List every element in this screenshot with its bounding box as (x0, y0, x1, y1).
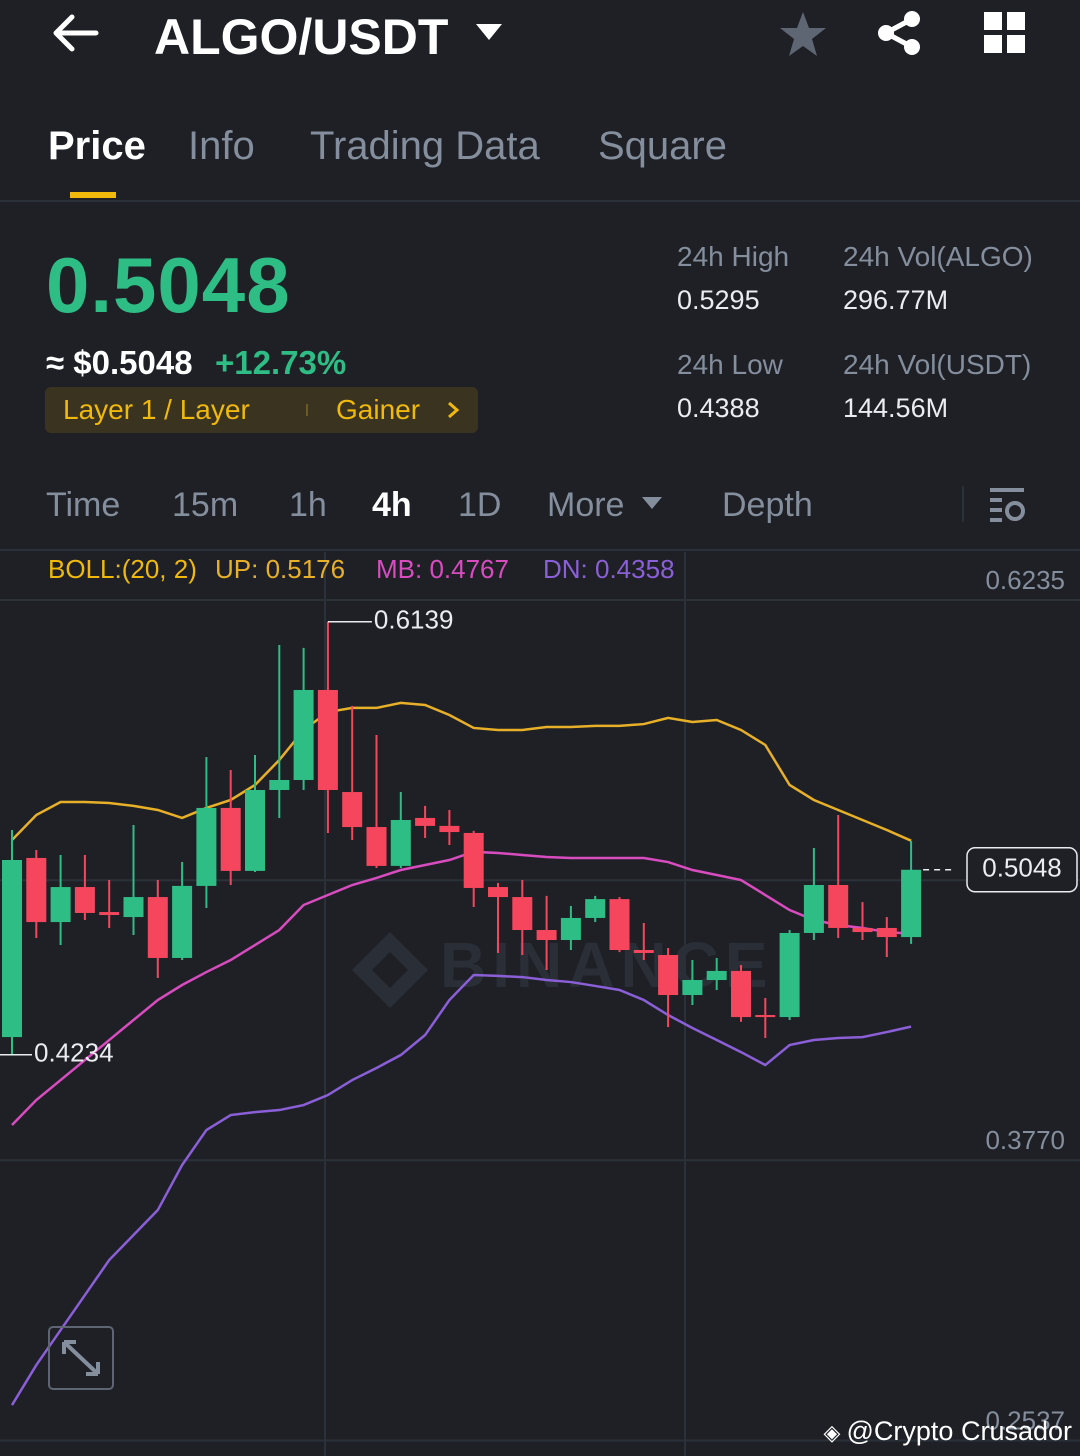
candle-body (123, 897, 144, 918)
boll-line (10, 973, 912, 1406)
divider (0, 549, 1080, 551)
candle-body (488, 887, 508, 898)
y-tick-label: 0.2537 (985, 1405, 1065, 1435)
indicator-label: BOLL:(20, 2) (48, 554, 197, 584)
candle-body (172, 885, 193, 958)
candle-body (828, 885, 849, 928)
candle-body (366, 827, 387, 866)
credit: ◈ @Crypto Crusador (823, 1416, 1072, 1447)
legend-entry: MB: 0.4767 (376, 554, 509, 584)
tag[interactable]: Gainer (336, 394, 421, 425)
candle-body (245, 789, 265, 871)
credit-text: @Crypto Crusador (846, 1416, 1072, 1446)
stat-label: 24h Vol(ALGO) (843, 241, 1033, 272)
grid-icon[interactable] (984, 12, 1026, 54)
candle-body (293, 689, 314, 780)
tab[interactable]: Trading Data (310, 124, 540, 168)
candle-body (390, 819, 411, 866)
candle-body (342, 792, 363, 828)
stat-value: 0.4388 (677, 393, 760, 423)
pair-dropdown[interactable] (474, 22, 504, 42)
candle-body (147, 897, 168, 958)
candle-body (682, 980, 703, 996)
tag-box[interactable] (45, 387, 478, 433)
candle-body (706, 970, 727, 981)
candle-body (536, 930, 557, 941)
tab[interactable]: Price (48, 124, 146, 168)
candle-body (658, 955, 679, 996)
chart: BINANCE0.62350.50020.37700.2537BOLL:(20,… (0, 552, 1080, 1456)
min-label: 0.4234 (34, 1038, 114, 1068)
candle-body (803, 885, 824, 933)
tab[interactable]: Info (188, 124, 255, 168)
price-change: +12.73% (215, 344, 347, 381)
candle-body (755, 1015, 776, 1018)
candle-body (731, 970, 751, 1018)
divider (0, 200, 1080, 202)
candle-body (633, 950, 654, 953)
y-tick-label: 0.6235 (985, 565, 1065, 595)
candle-body (74, 887, 95, 913)
interval-tab[interactable]: 15m (172, 486, 239, 524)
stat-label: 24h High (677, 241, 790, 272)
chart-settings-icon[interactable] (988, 486, 1028, 524)
candle-body (779, 932, 800, 1018)
watermark-logo (352, 932, 428, 1008)
tab[interactable]: Square (598, 124, 727, 168)
stat-label: 24h Low (677, 349, 783, 380)
candle-body (26, 857, 47, 923)
candle-body (901, 869, 922, 938)
candle-body (609, 899, 630, 951)
more-caret (642, 497, 662, 509)
candle-body (512, 897, 533, 931)
tag[interactable]: Layer 1 / Layer (63, 394, 250, 425)
legend-entry: DN: 0.4358 (543, 554, 675, 584)
stat-value: 0.5295 (677, 285, 760, 315)
stat-label: 24h Vol(USDT) (843, 349, 1032, 380)
candle-body (852, 927, 873, 933)
candle-body (876, 927, 897, 938)
candle-body (415, 817, 436, 826)
candle-body (269, 779, 290, 790)
tag-separator (306, 404, 308, 416)
candle-body (196, 807, 217, 886)
legend-entry: UP: 0.5176 (215, 554, 345, 584)
candle-body (560, 917, 581, 941)
candle-body (50, 887, 71, 923)
favorite-icon[interactable] (778, 10, 828, 58)
share-icon[interactable] (876, 10, 922, 56)
divider (962, 486, 964, 522)
candle-body (585, 899, 606, 918)
stat-value: 144.56M (843, 393, 949, 423)
candle-body (463, 832, 484, 888)
credit-icon: ◈ (823, 1420, 847, 1445)
candle-body (220, 807, 241, 871)
back-button[interactable] (50, 10, 102, 56)
candle-body (317, 689, 338, 790)
interval-tab[interactable]: More (547, 486, 625, 524)
candle-body (439, 825, 460, 833)
last-price: 0.5048 (46, 241, 291, 329)
interval-tab[interactable]: 1D (458, 486, 502, 524)
watermark: BINANCE (440, 929, 774, 1001)
interval-tab[interactable]: Time (46, 486, 121, 524)
candle-body (2, 860, 22, 1038)
last-price-label: 0.5048 (982, 853, 1062, 883)
fiat-price: ≈ $0.5048 (46, 344, 193, 381)
y-tick-label: 0.3770 (985, 1125, 1065, 1155)
boll-line (11, 850, 912, 1126)
pair-title[interactable]: ALGO/USDT (154, 9, 449, 65)
interval-tab[interactable]: Depth (722, 486, 813, 524)
stat-value: 296.77M (843, 285, 949, 315)
last-price-box (966, 847, 1078, 893)
tag-chevron (448, 401, 460, 419)
boll-line (11, 701, 912, 842)
expand-button[interactable] (48, 1326, 114, 1390)
interval-tab[interactable]: 1h (289, 486, 327, 524)
interval-tab[interactable]: 4h (372, 486, 412, 524)
candle-body (99, 912, 120, 916)
tab-indicator (70, 192, 116, 198)
max-label: 0.6139 (374, 605, 454, 635)
